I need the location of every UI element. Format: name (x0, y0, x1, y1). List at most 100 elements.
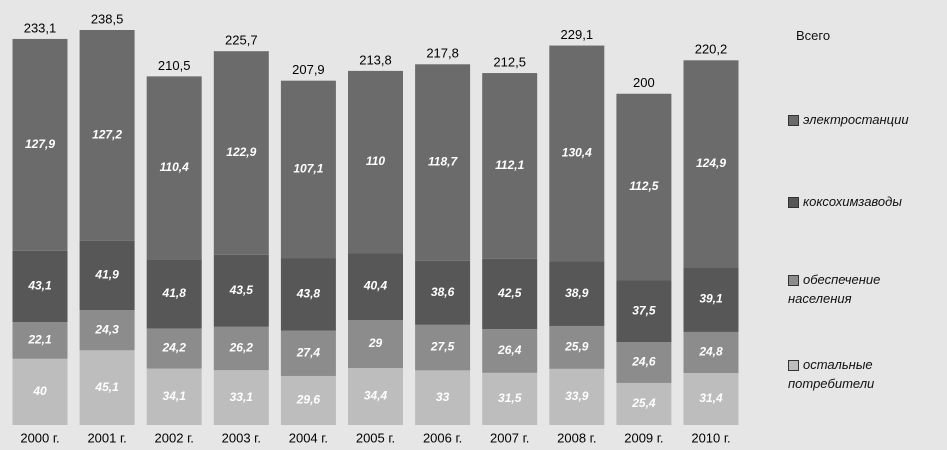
value-label: 110 (366, 154, 385, 168)
bar-segment (213, 370, 269, 425)
value-label: 40,4 (363, 279, 388, 293)
bar-segment (482, 329, 538, 373)
value-label: 29 (368, 336, 383, 350)
total-label: 210,5 (158, 58, 191, 73)
value-label: 122,9 (226, 145, 256, 159)
bar-segment (348, 70, 403, 254)
value-label: 43,8 (296, 286, 321, 300)
legend-swatch (788, 115, 799, 127)
value-label: 43,5 (229, 283, 254, 297)
legend-swatch (788, 360, 799, 372)
bar-segment (12, 38, 68, 251)
x-tick-label: 2010 г. (691, 430, 730, 445)
total-label: 200 (633, 75, 655, 90)
x-tick-label: 2003 г. (222, 430, 261, 445)
value-label: 34,4 (364, 389, 388, 403)
bar-segment (12, 322, 68, 359)
x-tick-label: 2005 г. (356, 430, 395, 445)
value-label: 45,1 (94, 380, 119, 394)
value-label: 29,6 (296, 393, 321, 407)
value-label: 31,4 (699, 391, 723, 405)
bar-segment (280, 330, 336, 376)
bar-segment (683, 60, 739, 268)
value-label: 112,5 (629, 179, 658, 193)
value-label: 25,4 (631, 396, 656, 410)
total-label: 229,1 (561, 27, 594, 42)
bar-segment (549, 368, 605, 425)
value-label: 24,3 (94, 322, 119, 336)
bar-segment (79, 30, 135, 241)
total-label: 212,5 (493, 54, 526, 69)
bar-segment (348, 319, 403, 369)
bar-segment (12, 358, 68, 425)
bar-segment (482, 372, 538, 425)
bar-segment (415, 64, 471, 261)
total-label: 217,8 (426, 46, 459, 61)
bar-segment (616, 93, 672, 281)
value-label: 118,7 (428, 155, 458, 169)
bar-segment (79, 350, 135, 425)
legend-label: коксохимзаводы (803, 194, 902, 209)
x-tick-label: 2000 г. (20, 430, 59, 445)
legend-swatch (788, 275, 799, 287)
bar-segment (549, 325, 605, 369)
value-label: 130,4 (562, 146, 592, 160)
x-tick-label: 2002 г. (155, 430, 194, 445)
legend-label: электростанции (803, 112, 909, 127)
bar-segment (280, 258, 336, 331)
total-label: 225,7 (225, 33, 258, 48)
value-label: 38,9 (565, 286, 589, 300)
bar-segment (415, 324, 471, 371)
legend-label: обеспечение населения (788, 272, 881, 306)
legend-entry: коксохимзаводы (788, 192, 938, 211)
value-label: 39,1 (699, 292, 723, 306)
value-label: 27,5 (430, 340, 455, 354)
value-label: 127,9 (25, 137, 55, 151)
value-label: 27,4 (296, 345, 321, 359)
value-label: 40 (32, 384, 47, 398)
x-tick-label: 2006 г. (423, 430, 462, 445)
x-tick-label: 2008 г. (557, 430, 596, 445)
value-label: 107,1 (293, 162, 323, 176)
bar-segment (213, 326, 269, 371)
total-label: 220,2 (695, 42, 728, 57)
value-label: 24,8 (698, 345, 723, 359)
bar-segment (415, 260, 471, 325)
legend-entry: электростанции (788, 110, 938, 129)
value-label: 33,9 (565, 389, 589, 403)
bar-segment (549, 45, 605, 262)
value-label: 24,6 (631, 355, 656, 369)
bar-segment (348, 368, 403, 425)
value-label: 24,2 (162, 341, 187, 355)
legend-entry: остальные потребители (788, 355, 898, 393)
bar-segment (616, 382, 672, 425)
value-label: 33,1 (230, 390, 254, 404)
bar-segment (146, 259, 202, 329)
bar-segment (146, 368, 202, 425)
value-label: 112,1 (495, 158, 524, 172)
legend-entry: обеспечение населения (788, 270, 898, 308)
x-tick-label: 2001 г. (87, 430, 126, 445)
bar-segment (213, 51, 269, 255)
bar-segment (549, 261, 605, 326)
bar-segment (146, 76, 202, 260)
bar-segment (616, 280, 672, 343)
value-label: 26,4 (497, 343, 522, 357)
value-label: 124,9 (696, 156, 726, 170)
bar-segment (482, 258, 538, 330)
value-label: 25,9 (564, 340, 589, 354)
total-label: 213,8 (359, 52, 392, 67)
bar-segment (683, 372, 739, 425)
total-label: 207,9 (292, 62, 325, 77)
bar-segment (146, 328, 202, 369)
bar-segment (415, 370, 471, 425)
x-tick-label: 2007 г. (490, 430, 529, 445)
value-label: 41,8 (162, 286, 187, 300)
value-label: 31,5 (498, 391, 522, 405)
value-label: 43,1 (27, 279, 52, 293)
value-label: 42,5 (497, 286, 522, 300)
bar-segment (79, 240, 135, 311)
bar-segment (683, 331, 739, 373)
